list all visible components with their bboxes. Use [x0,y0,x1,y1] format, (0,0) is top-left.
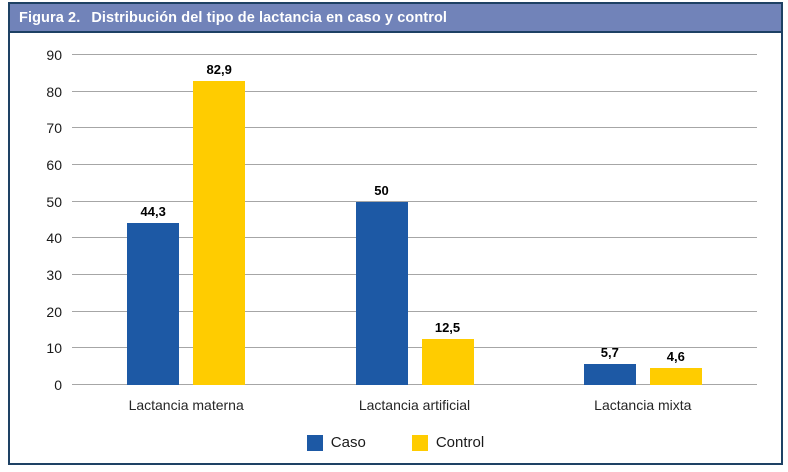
figure-2-container: Figura 2. Distribución del tipo de lacta… [8,2,783,465]
y-tick-label-0: 0 [54,377,62,393]
y-tick-label-20: 20 [46,303,62,320]
y-tick-label-40: 40 [46,230,62,247]
bar-control-lactancia-mixta [649,368,702,385]
bar-value-label-control-lactancia-materna: 82,9 [206,62,232,78]
bar-value-label-caso-lactancia-materna: 44,3 [140,203,166,219]
y-tick-label-50: 50 [46,193,62,210]
y-tick-label-10: 10 [46,340,62,357]
gridline-y-10 [72,347,757,349]
legend-item-control: Control [411,434,485,451]
gridline-y-0 [72,384,757,385]
figure-title-bar: Figura 2. Distribución del tipo de lacta… [10,4,781,33]
y-tick-label-30: 30 [46,267,62,283]
bar-control-lactancia-artificial [421,339,474,385]
y-tick-label-60: 60 [46,157,62,173]
y-tick-label-90: 90 [46,47,62,63]
x-category-label-lactancia-materna: Lactancia materna [128,397,244,413]
bar-caso-lactancia-artificial [355,201,408,385]
bar-caso-lactancia-mixta [583,364,636,385]
figure-label: Figura 2. [19,9,81,26]
chart-legend: Caso Control [10,434,781,451]
y-axis: 0 10 20 30 40 50 60 70 80 90 [10,47,62,393]
y-tick-label-80: 80 [46,83,62,100]
gridline-y-20 [72,310,757,312]
gridline-y-70 [72,127,757,129]
legend-swatch-caso [306,434,323,451]
plot-area: 44,3 82,9 50 12,5 5,7 4,6 [72,54,757,385]
bar-value-label-control-lactancia-artificial: 12,5 [434,320,461,336]
bar-value-label-control-lactancia-mixta: 4,6 [666,349,685,365]
legend-item-caso: Caso [306,434,366,451]
gridline-y-90 [72,54,757,55]
x-category-label-lactancia-mixta: Lactancia mixta [594,397,692,413]
gridline-y-80 [72,90,757,92]
figure-title: Distribución del tipo de lactancia en ca… [91,9,448,26]
legend-label-caso: Caso [330,434,366,451]
gridline-y-30 [72,274,757,275]
bar-value-label-caso-lactancia-mixta: 5,7 [600,345,619,361]
gridline-y-40 [72,237,757,239]
bar-chart: 0 10 20 30 40 50 60 70 80 90 44,3 82,9 50 12,5 5,7 4,6… [10,33,781,461]
bar-value-label-caso-lactancia-artificial: 50 [374,182,389,198]
gridline-y-50 [72,200,757,202]
x-axis-labels: Lactancia materna Lactancia artificial Lac… [72,397,757,413]
gridline-y-60 [72,164,757,165]
legend-label-control: Control [435,434,485,451]
bar-control-lactancia-materna [193,81,246,385]
y-tick-label-70: 70 [46,120,62,137]
bar-caso-lactancia-materna [127,222,180,385]
legend-swatch-control [411,434,428,451]
x-category-label-lactancia-artificial: Lactancia artificial [358,397,471,413]
